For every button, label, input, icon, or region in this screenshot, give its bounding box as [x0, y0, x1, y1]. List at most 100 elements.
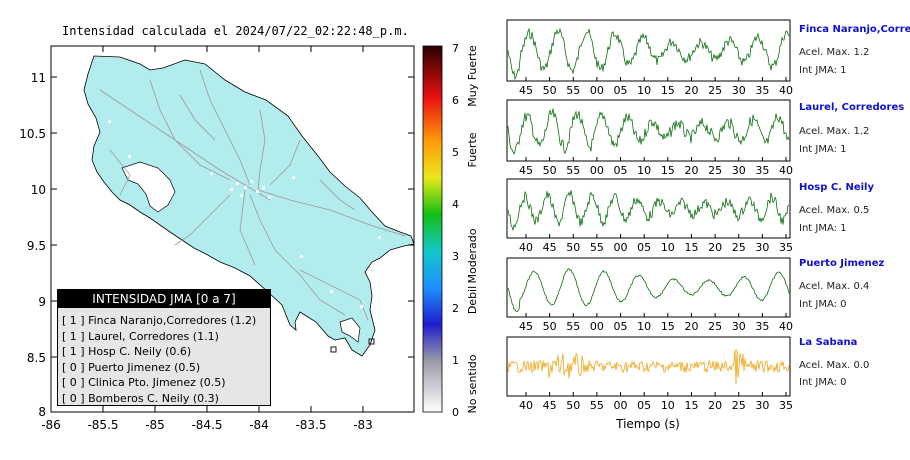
lon-tick-84-5: -84.5 — [191, 418, 222, 432]
time-tick-label: 15 — [661, 84, 675, 97]
time-tick-label: 55 — [590, 241, 604, 254]
time-tick-label: 00 — [590, 84, 604, 97]
time-tick-label: 50 — [543, 84, 557, 97]
station-name-4: Puerto Jimenez — [799, 258, 885, 269]
lat-tick-10: 10 — [31, 183, 46, 197]
lat-tick-8-5: 8.5 — [27, 351, 46, 365]
cb-label-fuerte: Fuerte — [466, 132, 479, 167]
lat-tick-labels: 11 10.5 10 9.5 9 8.5 8 — [19, 71, 46, 419]
station-name-2: Laurel, Corredores — [799, 102, 905, 113]
time-tick-label: 20 — [684, 164, 698, 177]
station-jma-4: Int JMA: 0 — [799, 299, 847, 310]
map-title: Intensidad calculada el 2024/07/22_02:22… — [62, 24, 409, 38]
station-accel-2: Acel. Max. 1.2 — [799, 126, 870, 137]
time-tick-label: 40 — [779, 84, 793, 97]
time-tick-label: 50 — [566, 399, 580, 412]
lat-ticks — [51, 46, 414, 412]
time-tick-label: 00 — [614, 241, 628, 254]
cb-tick-7: 7 — [452, 42, 459, 55]
time-tick-label: 10 — [637, 84, 651, 97]
time-tick-label: 05 — [614, 164, 628, 177]
legend-item: [ 0 ] Bomberos C. Neily (0.3) — [62, 391, 219, 405]
lon-tick-84: -84 — [249, 418, 269, 432]
station-accel-1: Acel. Max. 1.2 — [799, 47, 870, 58]
station-jma-5: Int JMA: 0 — [799, 377, 847, 388]
time-tick-label: 50 — [543, 164, 557, 177]
legend-title: INTENSIDAD JMA [0 a 7] — [58, 290, 270, 308]
waveform-panel-2 — [506, 99, 791, 162]
legend-item: [ 0 ] Clinica Pto. Jimenez (0.5) — [62, 376, 226, 389]
lon-tick-85: -85 — [145, 418, 165, 432]
time-tick-label: 05 — [637, 399, 651, 412]
lon-tick-86: -86 — [41, 418, 61, 432]
time-tick-label: 35 — [755, 164, 769, 177]
time-tick-label: 45 — [543, 241, 557, 254]
jma-colorbar — [422, 45, 443, 413]
time-tick-label: 45 — [519, 320, 533, 333]
lon-tick-83: -83 — [353, 418, 373, 432]
time-tick-label: 25 — [732, 399, 746, 412]
station-accel-4: Acel. Max. 0.4 — [799, 281, 870, 292]
legend-item: [ 1 ] Finca Naranjo,Corredores (1.2) — [62, 314, 257, 327]
time-tick-label: 55 — [566, 164, 580, 177]
time-tick-label: 05 — [614, 84, 628, 97]
time-tick-label: 35 — [779, 399, 793, 412]
station-name-3: Hosp C. Neily — [799, 182, 874, 193]
time-tick-label: 45 — [519, 84, 533, 97]
cb-label-muy-fuerte: Muy Fuerte — [466, 45, 479, 107]
time-tick-label: 20 — [684, 84, 698, 97]
time-tick-label: 40 — [779, 164, 793, 177]
costa-rica-land — [83, 55, 415, 357]
road-network — [99, 69, 406, 321]
lon-tick-85-5: -85.5 — [87, 418, 118, 432]
time-tick-label: 25 — [708, 84, 722, 97]
nicoya-gulf — [121, 161, 176, 213]
colorbar-tick-labels: 0 1 2 3 4 5 6 7 — [452, 42, 459, 419]
waveform-panel-1 — [506, 19, 791, 82]
waveform-trace-2 — [507, 108, 790, 155]
time-tick-label: 15 — [684, 399, 698, 412]
time-tick-label: 00 — [614, 399, 628, 412]
time-tick-label: 40 — [779, 320, 793, 333]
time-tick-label: 30 — [732, 84, 746, 97]
cb-tick-3: 3 — [452, 250, 459, 263]
time-tick-label: 50 — [566, 241, 580, 254]
waveform-trace-4 — [507, 268, 790, 313]
time-tick-label: 15 — [684, 241, 698, 254]
time-tick-label: 25 — [708, 164, 722, 177]
waveform-panel-3 — [506, 178, 791, 239]
legend-items: [ 1 ] Finca Naranjo,Corredores (1.2) [ 1… — [62, 313, 256, 406]
time-tick-label: 20 — [684, 320, 698, 333]
waveform-panels — [506, 19, 791, 397]
waveform-panel-5 — [506, 336, 791, 397]
lon-tick-labels: -86 -85.5 -85 -84.5 -84 -83.5 -83 — [41, 418, 373, 432]
cb-tick-6: 6 — [452, 94, 459, 107]
time-tick-label: 55 — [566, 320, 580, 333]
time-tick-label: 55 — [566, 84, 580, 97]
cb-tick-0: 0 — [452, 406, 459, 419]
cb-tick-2: 2 — [452, 302, 459, 315]
time-axis-label: Tiempo (s) — [615, 417, 680, 431]
time-tick-label: 15 — [661, 164, 675, 177]
legend-item: [ 1 ] Hosp C. Neily (0.6) — [62, 345, 192, 358]
colorbar-category-labels: No sentido Debil Moderado Fuerte Muy Fue… — [466, 45, 479, 414]
cb-label-debil: Debil — [466, 286, 479, 314]
lat-tick-9: 9 — [38, 295, 46, 309]
legend-item: [ 0 ] Puerto Jimenez (0.5) — [62, 360, 201, 374]
time-tick-label: 25 — [708, 320, 722, 333]
time-tick-label: 15 — [661, 320, 675, 333]
station-accel-5: Acel. Max. 0.0 — [799, 360, 870, 371]
time-tick-label: 00 — [590, 320, 604, 333]
time-tick-label: 10 — [637, 164, 651, 177]
time-tick-label: 05 — [614, 320, 628, 333]
golfo-dulce — [339, 317, 361, 343]
time-tick-label: 35 — [755, 320, 769, 333]
station-name-5: La Sabana — [799, 337, 858, 348]
lat-tick-10-5: 10.5 — [19, 127, 46, 141]
town-markers — [108, 120, 381, 308]
cb-label-no-sentido: No sentido — [466, 354, 479, 413]
waveform-traces — [507, 27, 790, 385]
time-tick-label: 45 — [543, 399, 557, 412]
time-tick-label: 10 — [661, 241, 675, 254]
cb-label-moderado: Moderado — [466, 228, 479, 283]
